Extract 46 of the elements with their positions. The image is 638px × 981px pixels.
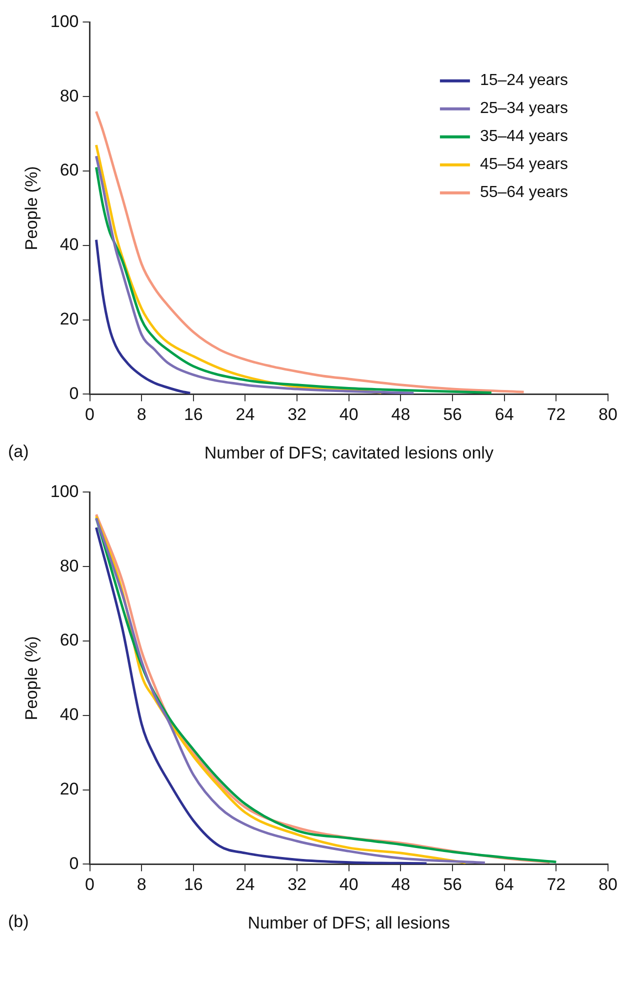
y-tick-label: 60 <box>60 160 79 180</box>
x-tick-label: 24 <box>236 405 255 424</box>
y-tick-label: 20 <box>60 779 79 798</box>
y-tick-label: 80 <box>60 556 79 576</box>
x-tick-label: 16 <box>184 405 203 424</box>
x-tick-label: 0 <box>85 405 94 424</box>
y-tick-label: 40 <box>60 705 79 724</box>
y-tick-label: 40 <box>60 235 79 254</box>
y-tick-label: 0 <box>69 854 79 873</box>
legend-label: 45–54 years <box>480 156 568 174</box>
line-series <box>94 238 192 394</box>
x-tick-label: 72 <box>546 875 566 894</box>
x-tick-label: 48 <box>391 875 410 894</box>
x-tick-label: 48 <box>391 405 410 424</box>
y-tick-label: 100 <box>50 482 79 501</box>
x-tick-label: 16 <box>184 875 203 894</box>
y-tick-label: 60 <box>60 630 79 650</box>
text: (a) <box>8 442 29 462</box>
text: (b) <box>8 912 29 932</box>
x-axis-title: Number of DFS; all lesions <box>248 913 450 932</box>
x-tick-label: 32 <box>288 405 307 424</box>
y-tick-label: 20 <box>60 309 79 328</box>
legend-label: 25–34 years <box>480 100 568 118</box>
x-axis-title: Number of DFS; cavitated lesions only <box>204 443 494 462</box>
x-tick-label: 56 <box>443 405 462 424</box>
x-tick-label: 80 <box>598 405 618 424</box>
legend-label: 35–44 years <box>480 128 568 146</box>
y-tick-label: 80 <box>60 86 79 106</box>
x-tick-label: 64 <box>494 405 514 424</box>
x-tick-label: 56 <box>443 875 462 894</box>
x-tick-label: 8 <box>136 875 146 894</box>
legend-label: 15–24 years <box>480 72 568 90</box>
y-axis-title: People (%) <box>22 166 41 250</box>
x-tick-label: 40 <box>339 875 358 894</box>
x-tick-label: 72 <box>546 405 566 424</box>
y-tick-label: 100 <box>50 12 79 31</box>
x-tick-label: 32 <box>288 875 307 894</box>
x-tick-label: 64 <box>494 875 514 894</box>
x-tick-label: 40 <box>339 405 358 424</box>
x-tick-label: 8 <box>136 405 146 424</box>
y-axis-title: People (%) <box>22 636 41 720</box>
legend-label: 55–64 years <box>480 184 568 202</box>
x-tick-label: 80 <box>598 875 618 894</box>
y-tick-label: 0 <box>69 384 79 403</box>
x-tick-label: 24 <box>236 875 255 894</box>
x-tick-label: 0 <box>85 875 94 894</box>
